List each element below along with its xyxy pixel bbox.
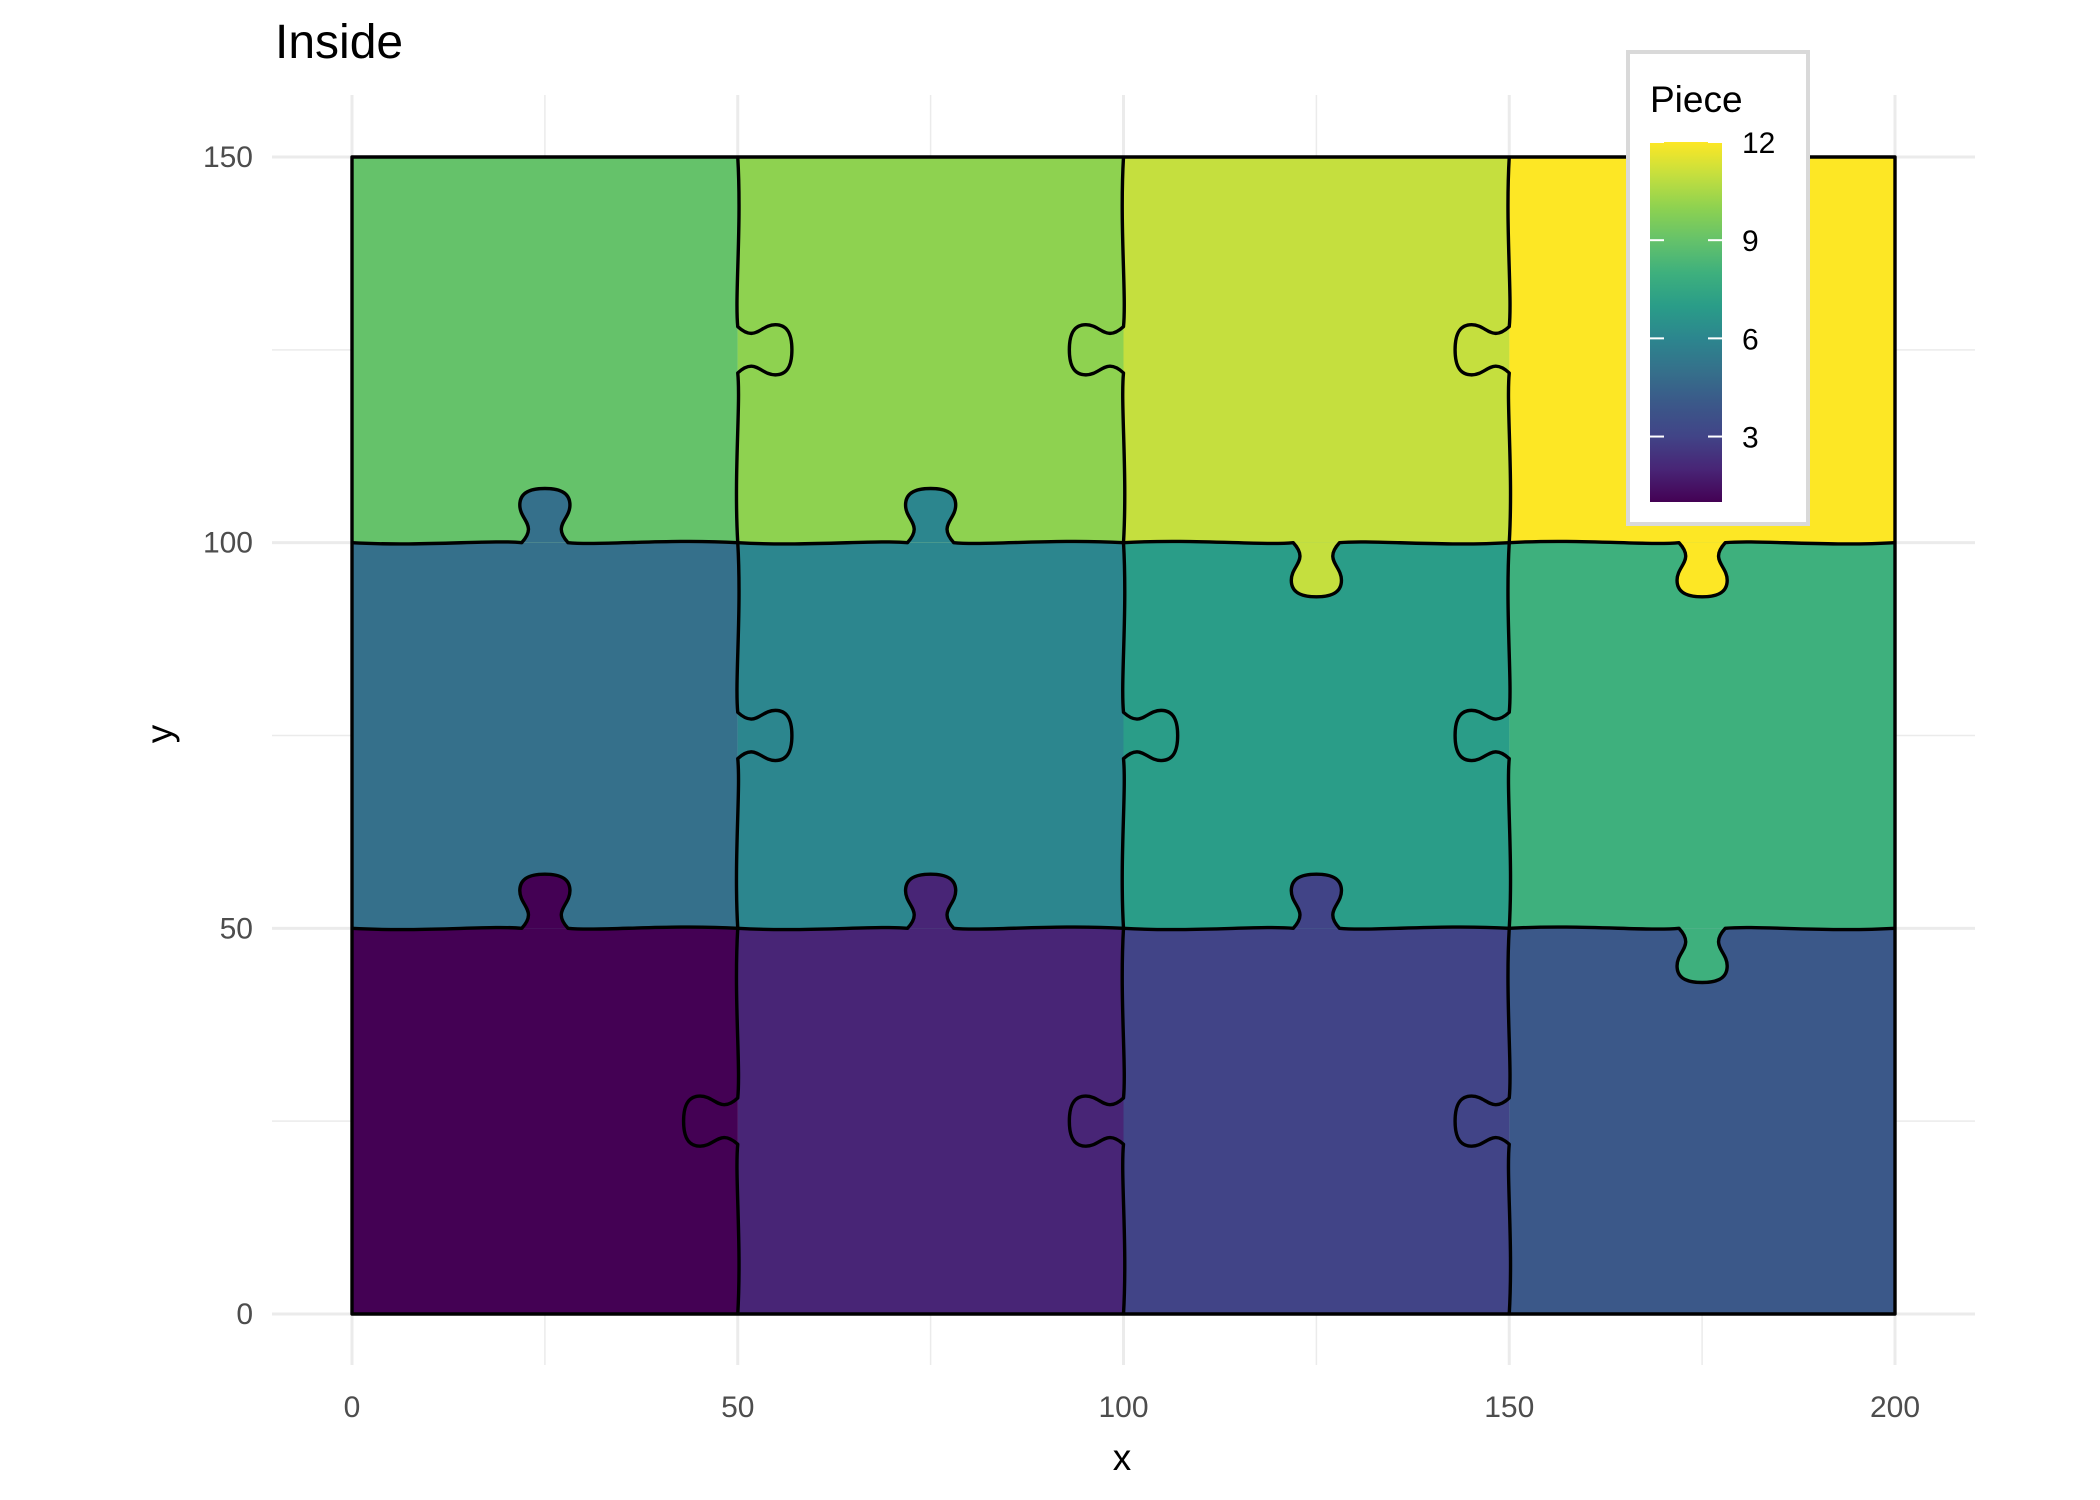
- piece-tab: [1069, 156, 1125, 543]
- piece-edge-horizontal: [737, 872, 1124, 932]
- piece-edge-horizontal: [1509, 925, 1896, 985]
- piece-edge-horizontal: [1509, 539, 1896, 599]
- piece-tab: [1509, 541, 1895, 597]
- puzzle-piece-11: [1123, 157, 1510, 543]
- piece-tab: [1123, 541, 1510, 597]
- puzzle-piece-6: [737, 542, 1124, 929]
- piece-tab: [1455, 542, 1511, 929]
- piece-edge-horizontal: [737, 486, 1124, 546]
- y-tick-label: 50: [220, 912, 253, 945]
- piece-edge-vertical: [734, 156, 794, 543]
- puzzle-piece-1: [352, 928, 738, 1314]
- piece-tab: [737, 488, 1124, 544]
- piece-tab: [1123, 874, 1510, 930]
- piece-edge-vertical: [734, 542, 794, 929]
- legend-ticks: 3 6 9 12: [1650, 127, 1775, 455]
- piece-tab: [736, 542, 792, 929]
- piece-tab: [1069, 928, 1125, 1314]
- x-tick-label: 50: [721, 1391, 754, 1424]
- piece-tab: [737, 874, 1124, 930]
- legend-tick-label: 3: [1742, 422, 1759, 455]
- piece-edge-vertical: [1067, 156, 1127, 543]
- legend-tick-label: 6: [1742, 323, 1759, 356]
- piece-edge-horizontal: [1123, 539, 1510, 599]
- y-tick-label: 0: [236, 1298, 253, 1331]
- piece-tab: [1509, 927, 1895, 983]
- piece-tab: [683, 928, 740, 1314]
- piece-edge-vertical: [681, 928, 741, 1315]
- legend-tick-label: 9: [1742, 225, 1759, 258]
- piece-edge-vertical: [1453, 928, 1513, 1315]
- piece-tab: [1455, 928, 1511, 1314]
- legend: Piece 3 6 9 12: [1626, 50, 1810, 526]
- y-tick-label: 100: [203, 527, 253, 560]
- puzzle-border: [350, 155, 1897, 1316]
- puzzle-piece-8: [1509, 542, 1895, 929]
- x-tick-label: 200: [1870, 1391, 1920, 1424]
- y-tick-label: 150: [203, 141, 253, 174]
- puzzle-piece-9: [352, 157, 738, 543]
- axes: 0 50 100 150 200 0 50 100 150: [203, 141, 1920, 1424]
- x-tick-label: 100: [1098, 1391, 1148, 1424]
- chart-title: Inside: [275, 16, 403, 69]
- piece-edge-horizontal: [351, 486, 738, 546]
- piece-tab: [1455, 156, 1511, 543]
- piece-edge-horizontal: [351, 872, 738, 932]
- puzzle-piece-7: [1123, 542, 1510, 929]
- y-axis-title: y: [139, 724, 180, 743]
- x-tick-label: 0: [344, 1391, 361, 1424]
- puzzle-piece-3: [1123, 928, 1510, 1314]
- piece-edge-vertical: [1453, 156, 1513, 543]
- legend-colorbar: [1650, 142, 1722, 502]
- piece-edge-horizontal: [1123, 872, 1510, 932]
- x-axis-title: x: [1113, 1437, 1132, 1478]
- x-tick-label: 150: [1484, 1391, 1534, 1424]
- piece-tab: [352, 488, 738, 544]
- legend-tick-label: 12: [1742, 127, 1775, 160]
- piece-edge-vertical: [1067, 928, 1127, 1315]
- puzzle-piece-2: [737, 928, 1124, 1314]
- piece-tab: [1122, 542, 1178, 929]
- puzzle-piece-4: [1509, 928, 1895, 1314]
- piece-edge-vertical: [1453, 542, 1513, 929]
- piece-tab: [352, 874, 738, 930]
- puzzle-piece-5: [352, 542, 738, 929]
- legend-title: Piece: [1650, 79, 1743, 120]
- piece-edges: [351, 156, 1896, 1315]
- piece-edge-vertical: [1120, 542, 1180, 929]
- puzzle-piece-10: [737, 157, 1124, 543]
- piece-tab: [736, 156, 792, 543]
